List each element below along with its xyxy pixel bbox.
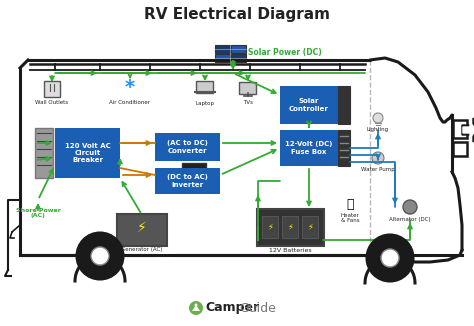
FancyBboxPatch shape <box>117 214 167 246</box>
Text: *: * <box>125 79 135 97</box>
Text: Alternator (DC): Alternator (DC) <box>389 217 431 223</box>
Circle shape <box>189 301 203 315</box>
FancyBboxPatch shape <box>55 128 120 178</box>
FancyBboxPatch shape <box>280 130 338 166</box>
FancyBboxPatch shape <box>453 120 467 138</box>
FancyBboxPatch shape <box>257 209 324 246</box>
Circle shape <box>381 249 399 267</box>
FancyBboxPatch shape <box>44 81 60 97</box>
Text: Lighting: Lighting <box>367 127 389 132</box>
Circle shape <box>194 304 198 306</box>
FancyBboxPatch shape <box>197 81 213 93</box>
Text: Solar Power (DC): Solar Power (DC) <box>248 49 322 57</box>
Circle shape <box>372 152 384 164</box>
FancyBboxPatch shape <box>239 82 256 94</box>
Polygon shape <box>463 122 474 138</box>
Text: Laptop: Laptop <box>195 100 215 106</box>
FancyBboxPatch shape <box>453 142 467 156</box>
Text: Camper: Camper <box>205 302 259 315</box>
FancyBboxPatch shape <box>155 168 220 194</box>
FancyBboxPatch shape <box>338 130 350 166</box>
Text: ⚡: ⚡ <box>287 223 293 231</box>
Text: Heater
& Fans: Heater & Fans <box>341 213 359 223</box>
FancyBboxPatch shape <box>302 216 318 238</box>
Text: (AC to DC)
Converter: (AC to DC) Converter <box>167 140 208 154</box>
FancyBboxPatch shape <box>182 163 206 183</box>
Text: ⚡: ⚡ <box>307 223 313 231</box>
Text: 12V Batteries: 12V Batteries <box>269 247 311 253</box>
Polygon shape <box>192 305 200 311</box>
Text: 12-Volt (DC)
Fuse Box: 12-Volt (DC) Fuse Box <box>285 141 333 155</box>
Bar <box>231 54 246 62</box>
Circle shape <box>77 233 123 279</box>
Text: Solar
Controller: Solar Controller <box>289 98 329 112</box>
Text: 120 Volt AC
Circuit
Breaker: 120 Volt AC Circuit Breaker <box>64 142 110 164</box>
FancyBboxPatch shape <box>35 128 53 178</box>
FancyBboxPatch shape <box>338 86 350 124</box>
Text: Wall Outlets: Wall Outlets <box>36 99 69 105</box>
Circle shape <box>373 113 383 123</box>
Text: Shore Power
(AC): Shore Power (AC) <box>16 208 61 218</box>
Circle shape <box>91 247 109 265</box>
Circle shape <box>367 235 413 281</box>
FancyBboxPatch shape <box>155 133 220 161</box>
Bar <box>215 45 230 53</box>
Text: Generator (AC): Generator (AC) <box>121 247 163 253</box>
Text: Air Conditioner: Air Conditioner <box>109 99 151 105</box>
Circle shape <box>403 200 417 214</box>
Text: RV Electrical Diagram: RV Electrical Diagram <box>144 7 330 22</box>
Text: Guide: Guide <box>239 302 276 315</box>
FancyBboxPatch shape <box>282 216 298 238</box>
Polygon shape <box>462 118 474 142</box>
FancyBboxPatch shape <box>262 216 278 238</box>
Text: (DC to AC)
Inverter: (DC to AC) Inverter <box>167 174 208 188</box>
Text: 🔥: 🔥 <box>346 199 354 212</box>
Text: Water Pump: Water Pump <box>361 168 395 172</box>
Text: ⚡: ⚡ <box>137 221 147 235</box>
Bar <box>231 45 246 53</box>
Bar <box>215 54 230 62</box>
Text: TVs: TVs <box>243 100 253 106</box>
Text: ⚡: ⚡ <box>267 223 273 231</box>
FancyBboxPatch shape <box>280 86 338 124</box>
